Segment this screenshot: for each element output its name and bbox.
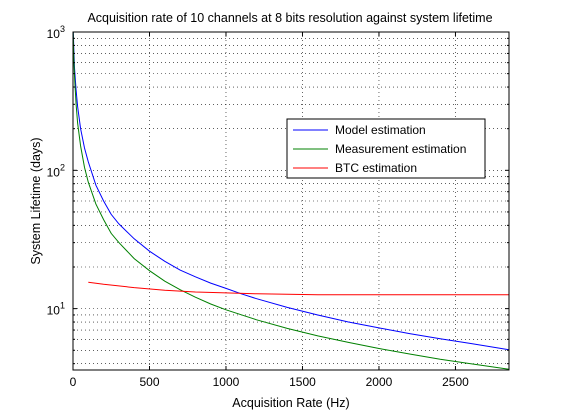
x-tick-label: 1000 xyxy=(213,375,240,389)
y-tick-label-base: 10 xyxy=(47,27,61,41)
y-tick-label-exponent: 2 xyxy=(60,162,65,172)
series-line-0 xyxy=(72,31,510,351)
legend-label-btc: BTC estimation xyxy=(335,161,417,175)
series-line-2 xyxy=(88,281,509,296)
x-tick-label: 1500 xyxy=(289,375,316,389)
x-tick-label: 500 xyxy=(139,375,159,389)
chart-title: Acquisition rate of 10 channels at 8 bit… xyxy=(87,11,492,25)
y-tick-label-base: 10 xyxy=(47,304,61,318)
y-axis-title: System Lifetime (days) xyxy=(29,137,43,264)
y-tick-label-exponent: 1 xyxy=(60,301,65,311)
legend-label-measurement: Measurement estimation xyxy=(335,142,466,156)
y-tick-label: 102 xyxy=(47,162,65,179)
legend: Model estimation Measurement estimation … xyxy=(286,118,486,179)
y-tick-label: 101 xyxy=(47,301,65,318)
series-line-1 xyxy=(72,31,510,370)
x-tick-label: 2000 xyxy=(366,375,393,389)
plot-area xyxy=(73,32,509,370)
x-tick-label: 2500 xyxy=(442,375,469,389)
legend-label-model: Model estimation xyxy=(335,123,426,137)
y-tick-label-base: 10 xyxy=(47,165,61,179)
x-axis-title: Acquisition Rate (Hz) xyxy=(232,396,349,410)
x-tick-label: 0 xyxy=(70,375,77,389)
series-lines xyxy=(72,31,510,370)
y-tick-label-exponent: 3 xyxy=(60,24,65,34)
axis-ticks xyxy=(72,31,509,370)
grid-lines xyxy=(73,32,509,370)
y-tick-label: 103 xyxy=(47,24,65,41)
